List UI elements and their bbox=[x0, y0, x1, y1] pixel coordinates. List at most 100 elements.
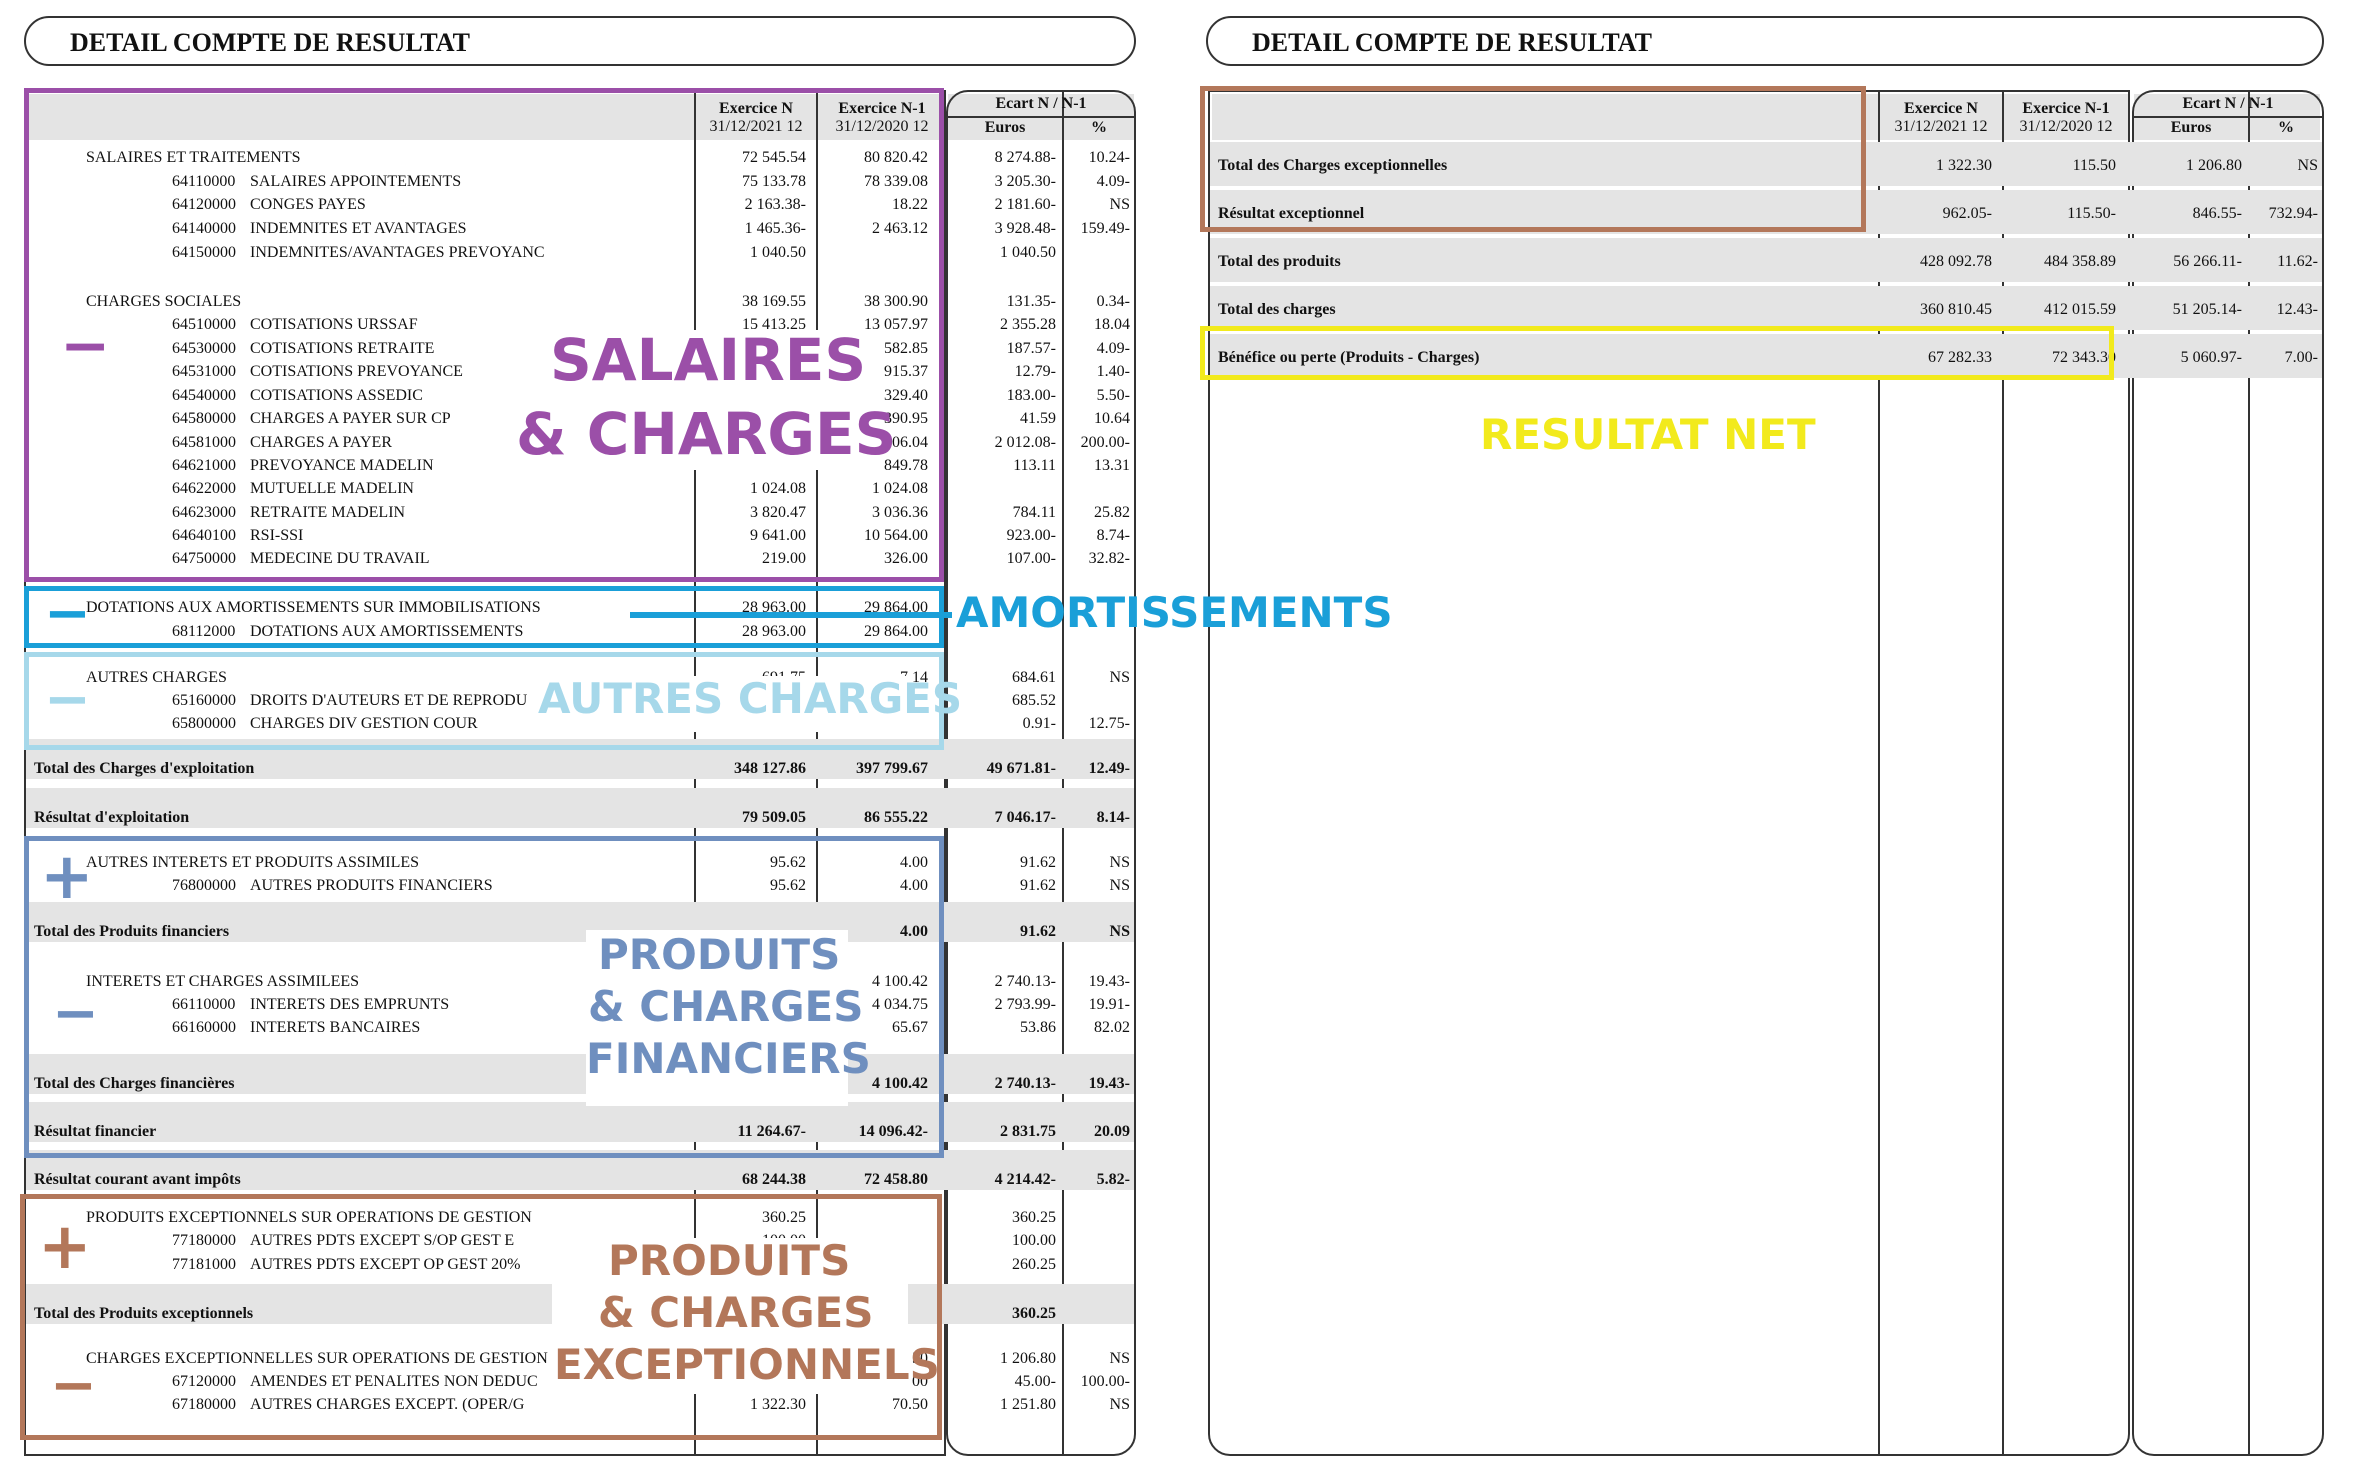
section-label: PRODUITS EXCEPTIONNELS SUR OPERATIONS DE… bbox=[86, 1209, 532, 1226]
total-row-band bbox=[26, 788, 1134, 828]
right-value-n: 67 282.33 bbox=[1928, 349, 1992, 366]
account-label: DROITS D'AUTEURS ET DE REPRODU bbox=[250, 692, 528, 709]
right-value-n: 962.05- bbox=[1942, 205, 1992, 222]
value-n1: 006.04 bbox=[884, 434, 928, 451]
value-n1: 29 864.00 bbox=[864, 599, 928, 616]
value-n1: 13 057.97 bbox=[864, 316, 928, 333]
value-ecart-euros: 7 046.17- bbox=[994, 809, 1056, 826]
value-n: 9 641.00 bbox=[750, 527, 806, 544]
right-header-euros: Euros bbox=[2170, 119, 2212, 136]
account-label: RSI-SSI bbox=[250, 527, 304, 544]
header-pct: % bbox=[1091, 119, 1107, 136]
value-n1: 4 034.75 bbox=[872, 996, 928, 1013]
value-n1: 4.00 bbox=[900, 877, 928, 894]
value-n: 3 820.47 bbox=[750, 504, 806, 521]
header-exercice-n-date: 31/12/2021 12 bbox=[709, 118, 803, 135]
table-row: 64540000 COTISATIONS ASSEDIC 329.40 183.00-… bbox=[0, 384, 1140, 408]
right-col-sep-pct bbox=[2248, 92, 2250, 1454]
table-row: CHARGES EXCEPTIONNELLES SUR OPERATIONS D… bbox=[0, 1347, 1140, 1371]
value-ecart-euros: 4 214.42- bbox=[994, 1171, 1056, 1188]
right-value-ecart-euros: 56 266.11- bbox=[2173, 253, 2242, 270]
value-n: 95.62 bbox=[770, 877, 806, 894]
value-ecart-euros: 0.91- bbox=[1022, 715, 1056, 732]
value-ecart-euros: 1 251.80 bbox=[1000, 1396, 1056, 1413]
salaires-label-line2: & CHARGES bbox=[516, 400, 897, 468]
value-ecart-euros: 107.00- bbox=[1006, 550, 1056, 567]
amortissements-connector bbox=[630, 612, 952, 618]
account-code: 67120000 bbox=[172, 1373, 236, 1390]
plus-icon-exceptionnels: + bbox=[38, 1210, 92, 1284]
table-row: Résultat courant avant impôts 68 244.38 72… bbox=[0, 1168, 1140, 1192]
table-row: 67120000 AMENDES ET PENALITES NON DEDUC 00… bbox=[0, 1370, 1140, 1394]
value-n1: 4.00 bbox=[900, 923, 928, 940]
account-label: AUTRES PDTS EXCEPT OP GEST 20% bbox=[250, 1256, 521, 1273]
table-row: 64110000 SALAIRES APPOINTEMENTS 75 133.78 7… bbox=[0, 170, 1140, 194]
value-ecart-pct: 10.64 bbox=[1094, 410, 1130, 427]
value-ecart-pct: 4.09- bbox=[1096, 340, 1130, 357]
header-ecart: Ecart N / N-1 bbox=[995, 95, 1087, 112]
account-code: 64581000 bbox=[172, 434, 236, 451]
value-ecart-pct: 12.49- bbox=[1088, 760, 1130, 777]
value-n1: 582.85 bbox=[884, 340, 928, 357]
section-label: CHARGES EXCEPTIONNELLES SUR OPERATIONS D… bbox=[86, 1350, 548, 1367]
account-label: COTISATIONS RETRAITE bbox=[250, 340, 435, 357]
total-label: Total des Charges d'exploitation bbox=[34, 760, 255, 777]
value-ecart-euros: 91.62 bbox=[1020, 854, 1056, 871]
value-n1: 4 100.42 bbox=[872, 1075, 928, 1092]
header-exercice-n1-date: 31/12/2020 12 bbox=[835, 118, 929, 135]
account-code: 64623000 bbox=[172, 504, 236, 521]
plus-icon-financiers: + bbox=[40, 840, 94, 914]
value-ecart-pct: NS bbox=[1109, 1350, 1130, 1367]
value-ecart-euros: 2 831.75 bbox=[1000, 1123, 1056, 1140]
account-code: 64120000 bbox=[172, 196, 236, 213]
section-label: AUTRES CHARGES bbox=[86, 669, 227, 686]
value-n1: 50 bbox=[912, 1350, 928, 1367]
table-row: Total des Produits exceptionnels 360.25 bbox=[0, 1302, 1140, 1326]
account-code: 66160000 bbox=[172, 1019, 236, 1036]
table-row: DOTATIONS AUX AMORTISSEMENTS SUR IMMOBIL… bbox=[0, 596, 1140, 620]
value-n1: 38 300.90 bbox=[864, 293, 928, 310]
value-ecart-pct: 4.09- bbox=[1096, 173, 1130, 190]
account-label: CHARGES A PAYER bbox=[250, 434, 392, 451]
value-n1: 390.95 bbox=[884, 410, 928, 427]
right-value-n: 1 322.30 bbox=[1936, 157, 1992, 174]
value-ecart-pct: 12.75- bbox=[1088, 715, 1130, 732]
financiers-label-bg bbox=[586, 930, 848, 1106]
value-ecart-pct: 8.14- bbox=[1096, 809, 1130, 826]
table-row: Total des Charges financières 4 100.42 2 7… bbox=[0, 1072, 1140, 1096]
right-value-ecart-pct: 11.62- bbox=[2277, 253, 2318, 270]
value-ecart-pct: 5.50- bbox=[1096, 387, 1130, 404]
account-code: 64530000 bbox=[172, 340, 236, 357]
value-ecart-euros: 1 206.80 bbox=[1000, 1350, 1056, 1367]
value-n: 1 040.50 bbox=[750, 244, 806, 261]
table-row: 64140000 INDEMNITES ET AVANTAGES 1 465.36-… bbox=[0, 217, 1140, 241]
value-n1: 18.22 bbox=[892, 196, 928, 213]
account-code: 64531000 bbox=[172, 363, 236, 380]
financiers-label-line3: FINANCIERS bbox=[586, 1034, 871, 1083]
total-row-band bbox=[26, 1102, 1134, 1142]
value-ecart-pct: NS bbox=[1109, 854, 1130, 871]
value-ecart-pct: 19.43- bbox=[1088, 973, 1130, 990]
left-page-title: DETAIL COMPTE DE RESULTAT bbox=[24, 16, 1136, 66]
value-n1: 3 036.36 bbox=[872, 504, 928, 521]
account-label: AMENDES ET PENALITES NON DEDUC bbox=[250, 1373, 538, 1390]
table-row: 64531000 COTISATIONS PREVOYANCE 915.37 12.7… bbox=[0, 360, 1140, 384]
right-ecart-table-frame bbox=[2132, 90, 2324, 1456]
resultat-net-label: RESULTAT NET bbox=[1480, 410, 1816, 459]
right-value-ecart-pct: NS bbox=[2297, 157, 2318, 174]
table-row: 64530000 COTISATIONS RETRAITE 582.85 187.57… bbox=[0, 337, 1140, 361]
right-col-sep-n bbox=[1878, 92, 1880, 1454]
value-n1: 2 463.12 bbox=[872, 220, 928, 237]
account-code: 64540000 bbox=[172, 387, 236, 404]
value-ecart-euros: 923.00- bbox=[1006, 527, 1056, 544]
salaires-label-line1: SALAIRES bbox=[550, 326, 867, 394]
right-header-exercice-n1-date: 31/12/2020 12 bbox=[2019, 118, 2113, 135]
right-total-band bbox=[1210, 238, 2322, 282]
account-label: CONGES PAYES bbox=[250, 196, 366, 213]
account-label: MUTUELLE MADELIN bbox=[250, 480, 414, 497]
frame-exceptionnels bbox=[20, 1194, 942, 1440]
minus-icon-autres: − bbox=[44, 667, 91, 732]
account-code: 64640100 bbox=[172, 527, 236, 544]
right-total-label: Total des produits bbox=[1218, 253, 1341, 270]
account-code: 67180000 bbox=[172, 1396, 236, 1413]
